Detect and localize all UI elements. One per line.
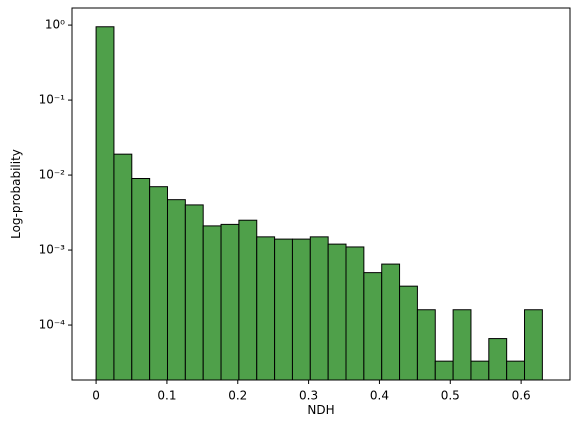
bar <box>434 360 454 381</box>
bar <box>202 225 222 381</box>
bar <box>256 236 276 381</box>
bar <box>399 285 418 381</box>
bar <box>470 360 490 381</box>
bar <box>184 204 204 381</box>
bar <box>95 26 115 381</box>
y-tick-label: 10⁰ <box>45 18 65 32</box>
x-tick-label: 0.3 <box>299 389 318 403</box>
x-tick-label: 0.5 <box>441 389 460 403</box>
y-tick-label: 10⁻¹ <box>39 93 66 107</box>
bar <box>524 309 543 381</box>
bar <box>166 199 186 381</box>
bar <box>149 186 168 381</box>
bar <box>131 177 151 381</box>
bar <box>452 309 472 381</box>
y-tick-label: 10⁻⁴ <box>39 318 66 332</box>
bar <box>309 236 329 381</box>
y-tick-label: 10⁻² <box>39 168 66 182</box>
bar <box>416 309 436 381</box>
x-tick-label: 0.4 <box>370 389 389 403</box>
bar <box>238 219 258 381</box>
x-axis-label: NDH <box>307 403 334 417</box>
bar <box>220 223 240 381</box>
bar <box>363 272 383 381</box>
bar <box>345 246 365 381</box>
bar <box>381 263 401 381</box>
y-axis-label: Log-probability <box>9 149 23 239</box>
plot-frame <box>71 7 571 381</box>
x-tick-label: 0.1 <box>157 389 176 403</box>
x-tick-label: 0 <box>92 389 100 403</box>
x-tick-label: 0.2 <box>228 389 247 403</box>
bar <box>291 238 311 381</box>
bar <box>113 153 133 381</box>
bar <box>506 360 526 381</box>
bar <box>327 243 347 381</box>
bar <box>488 338 508 381</box>
x-tick-label: 0.6 <box>512 389 531 403</box>
y-tick-label: 10⁻³ <box>39 243 66 257</box>
bar <box>274 238 293 381</box>
